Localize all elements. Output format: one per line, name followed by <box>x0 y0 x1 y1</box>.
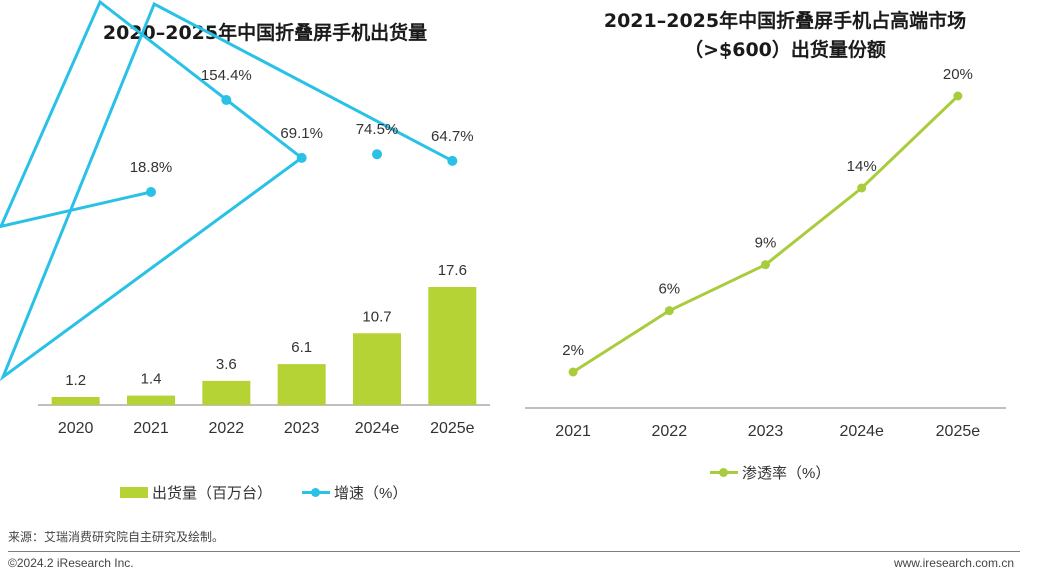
growth-point <box>296 152 307 163</box>
growth-value-label: 74.5% <box>356 121 399 138</box>
bar <box>127 395 175 405</box>
growth-value-label: 154.4% <box>201 67 252 84</box>
penetration-value-label: 2% <box>562 342 584 359</box>
bar-value-label: 3.6 <box>216 356 237 373</box>
x-tick-label: 2025e <box>936 423 981 440</box>
x-tick-label: 2022 <box>652 423 688 440</box>
bar-value-label: 17.6 <box>438 262 467 279</box>
growth-value-label: 18.8% <box>130 159 173 176</box>
penetration-point <box>761 260 770 270</box>
footer-divider <box>8 551 1020 552</box>
legend-bar-swatch <box>120 487 148 498</box>
legend-penetration: 渗透率（%） <box>710 462 830 483</box>
penetration-point <box>857 183 867 193</box>
x-tick-label: 2023 <box>284 420 320 437</box>
growth-point <box>146 187 156 197</box>
bar-value-label: 1.2 <box>65 372 86 389</box>
copyright: ©2024.2 iResearch Inc. <box>8 556 134 570</box>
penetration-value-label: 6% <box>658 281 680 298</box>
legend-growth-label: 增速（%） <box>334 485 408 502</box>
penetration-point <box>953 91 963 101</box>
bar-value-label: 10.7 <box>362 308 391 325</box>
website-link[interactable]: www.iresearch.com.cn <box>893 556 1014 570</box>
bar <box>202 380 251 405</box>
penetration-point <box>568 367 578 377</box>
left-chart-title: 2020–2025年中国折叠屏手机出货量 <box>102 22 428 44</box>
penetration-value-label: 14% <box>847 158 877 175</box>
legend-penetration-swatch <box>710 467 738 478</box>
bar <box>428 287 477 405</box>
growth-value-label: 69.1% <box>280 125 323 142</box>
growth-point <box>372 149 382 160</box>
x-tick-label: 2022 <box>209 420 245 437</box>
source-note: 来源：艾瑞消费研究院自主研究及绘制。 <box>8 530 225 544</box>
x-tick-label: 2021 <box>555 423 591 440</box>
penetration-point <box>664 306 674 316</box>
penetration-value-label: 9% <box>755 235 777 252</box>
legend-shipment: 出货量（百万台） <box>120 482 272 503</box>
right-chart-title-line-2: （>$600）出货量份额 <box>684 39 886 61</box>
bar-value-label: 6.1 <box>291 339 312 356</box>
growth-value-label: 64.7% <box>431 128 474 145</box>
penetration-value-label: 20% <box>943 66 973 83</box>
x-tick-label: 2025e <box>430 420 475 437</box>
legend-growth-swatch <box>302 487 330 498</box>
x-tick-label: 2024e <box>839 423 884 440</box>
bar <box>353 333 401 405</box>
right-chart-title-line-1: 2021–2025年中国折叠屏手机占高端市场 <box>603 10 967 32</box>
legend-shipment-label: 出货量（百万台） <box>152 485 273 502</box>
bar <box>277 364 326 405</box>
legend-growth: 增速（%） <box>302 482 407 503</box>
bar-value-label: 1.4 <box>141 371 162 388</box>
growth-point <box>447 155 458 166</box>
x-tick-label: 2021 <box>133 420 169 437</box>
x-tick-label: 2023 <box>748 423 784 440</box>
growth-point <box>221 95 232 105</box>
x-tick-label: 2024e <box>355 420 400 437</box>
bar <box>51 396 100 405</box>
legend-penetration-label: 渗透率（%） <box>742 465 831 482</box>
x-tick-label: 2020 <box>58 420 94 437</box>
